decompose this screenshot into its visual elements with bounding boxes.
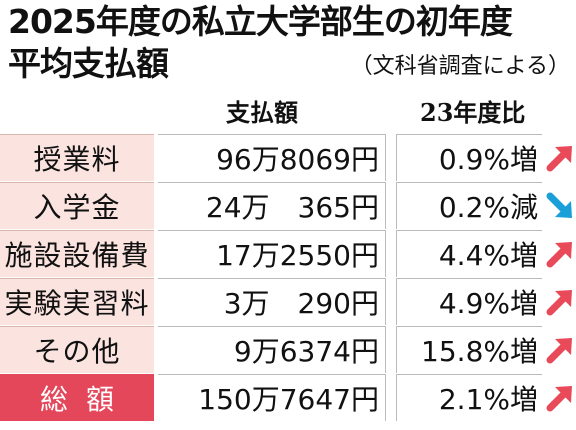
arrow-up-right-icon <box>544 134 576 181</box>
column-header-ratio: 23年度比 <box>420 98 526 127</box>
table-row-total: 総額 150万7647円 2.1%増 <box>0 374 576 421</box>
row-ratio: 4.4%増 <box>396 230 542 277</box>
table-row-tuition: 授業料 96万8069円 0.9%増 <box>0 134 576 181</box>
table-row-lab-fees: 実験実習料 3万 290円 4.9%増 <box>0 278 576 325</box>
row-ratio: 0.9%増 <box>396 134 542 181</box>
arrow-down-right-icon <box>544 182 576 229</box>
row-ratio: 4.9%増 <box>396 278 542 325</box>
page-title-line2: 平均支払額 <box>8 44 169 83</box>
row-amount: 96万8069円 <box>158 134 386 181</box>
row-amount: 3万 290円 <box>158 278 386 325</box>
arrow-up-right-icon <box>544 326 576 373</box>
row-ratio: 15.8%増 <box>396 326 542 373</box>
arrow-up-right-icon <box>544 374 576 421</box>
row-ratio: 2.1%増 <box>396 374 542 421</box>
row-amount: 9万6374円 <box>158 326 386 373</box>
row-amount: 150万7647円 <box>158 374 386 421</box>
table-row-admission: 入学金 24万 365円 0.2%減 <box>0 182 576 229</box>
table-row-facilities: 施設設備費 17万2550円 4.4%増 <box>0 230 576 277</box>
row-label: 実験実習料 <box>0 278 154 325</box>
row-label: 施設設備費 <box>0 230 154 277</box>
row-label: 入学金 <box>0 182 154 229</box>
row-label: その他 <box>0 326 154 373</box>
row-ratio: 0.2%減 <box>396 182 542 229</box>
arrow-up-right-icon <box>544 230 576 277</box>
row-amount: 24万 365円 <box>158 182 386 229</box>
page-title: 2025年度の私立大学部生の初年度 <box>8 2 513 41</box>
table-row-other: その他 9万6374円 15.8%増 <box>0 326 576 373</box>
column-header-amount: 支払額 <box>226 98 298 127</box>
arrow-up-right-icon <box>544 278 576 325</box>
row-label: 授業料 <box>0 134 154 181</box>
fee-table: 授業料 96万8069円 0.9%増 入学金 24万 365円 0.2%減 施設… <box>0 134 576 422</box>
row-amount: 17万2550円 <box>158 230 386 277</box>
source-note: （文科省調査による） <box>350 54 570 79</box>
row-label: 総額 <box>0 374 154 421</box>
